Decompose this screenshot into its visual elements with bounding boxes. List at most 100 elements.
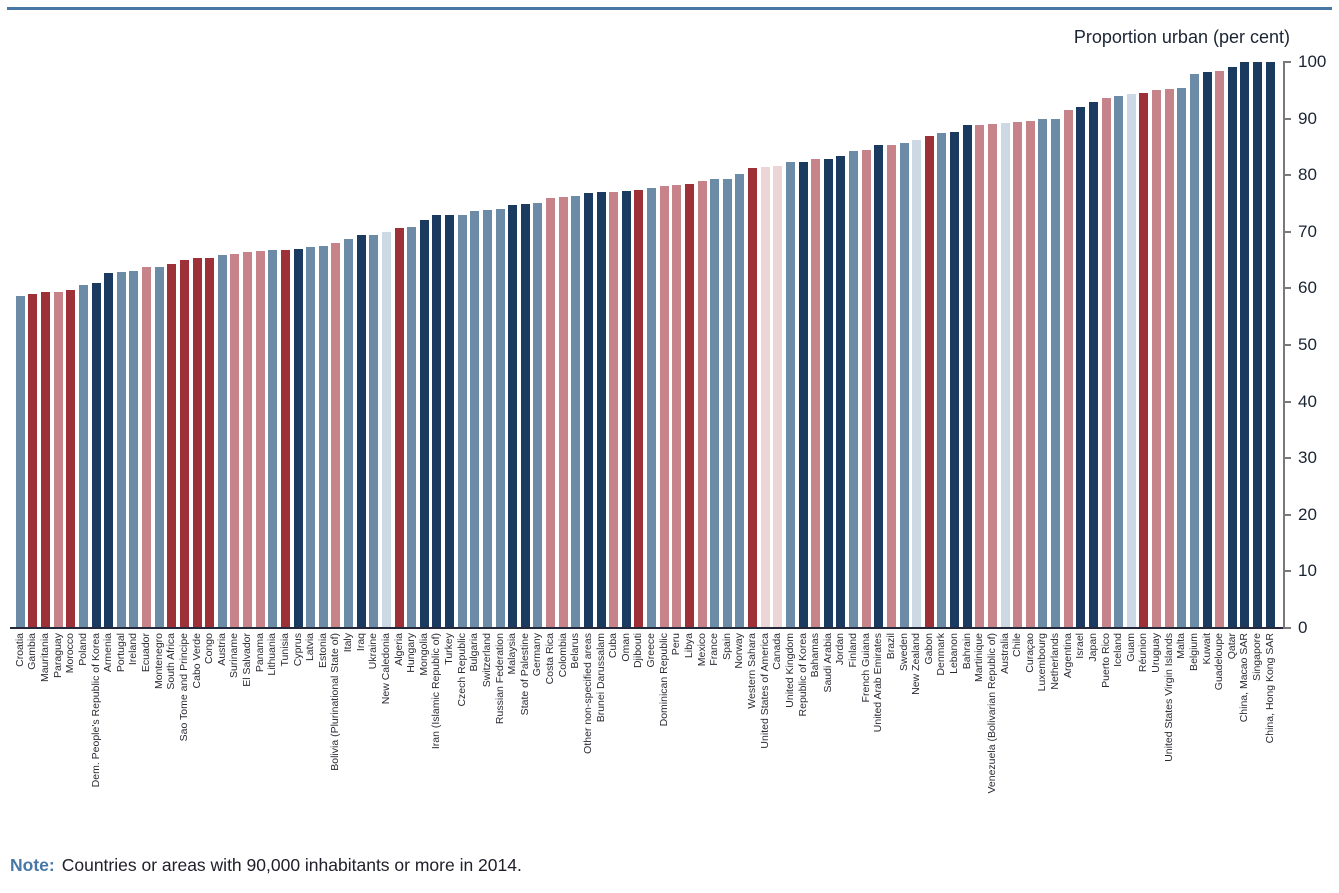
bar [1265, 62, 1275, 628]
bar-column [1264, 62, 1277, 628]
x-label: Malta [1175, 633, 1188, 659]
y-tick-label: 10 [1298, 561, 1317, 581]
bar-column [1226, 62, 1239, 628]
y-tick: 40 [1283, 392, 1317, 412]
bar-column [65, 62, 78, 628]
x-label-cell: Czech Republic [456, 633, 469, 883]
bar-column [784, 62, 797, 628]
bar-column [696, 62, 709, 628]
bar [129, 271, 139, 628]
bar-column [368, 62, 381, 628]
x-label: Belarus [569, 633, 582, 669]
x-label: Panama [253, 633, 266, 673]
x-label: Other non-specified areas [581, 633, 594, 754]
x-label: Réunion [1137, 633, 1150, 673]
x-label: Lebanon [948, 633, 961, 674]
bar [1076, 106, 1086, 628]
bar [836, 155, 846, 628]
x-label-cell: Cyprus [292, 633, 305, 883]
x-label: Republic of Korea [796, 633, 809, 717]
x-label-cell: Gambia [26, 633, 40, 883]
x-label-cell: Germany [531, 633, 545, 883]
x-label: Argentina [1061, 633, 1074, 678]
x-label: Malaysia [506, 633, 519, 675]
x-label-cell: Denmark [935, 633, 949, 883]
bar [445, 214, 455, 628]
bar [924, 136, 934, 628]
bar [369, 234, 379, 628]
bar [1202, 71, 1212, 628]
x-label: Kuwait [1200, 633, 1213, 665]
x-label: Guam [1124, 633, 1137, 662]
bar [684, 184, 694, 628]
x-label: Russian Federation [493, 633, 506, 725]
x-label: Tunisia [278, 633, 291, 667]
x-label: Latvia [304, 633, 317, 662]
x-label-cell: Bolivia (Plurinational State of) [329, 633, 343, 883]
bar [950, 131, 960, 628]
note-text: Countries or areas with 90,000 inhabitan… [61, 855, 522, 875]
x-label-cell: Gabon [923, 633, 936, 883]
bar-column [1163, 62, 1176, 628]
x-label: Bahamas [809, 633, 822, 678]
x-label-cell: Montenegro [153, 633, 166, 883]
x-label: Paraguay [51, 633, 64, 678]
x-label: Suriname [228, 633, 241, 678]
x-label: Austria [215, 633, 228, 666]
y-tick-mark [1283, 117, 1291, 120]
x-label-cell: Panama [254, 633, 267, 883]
x-label: Morocco [64, 633, 77, 674]
x-label: Cyprus [291, 633, 304, 667]
x-label: China, Macao SAR [1238, 633, 1251, 723]
x-label-cell: Ecuador [140, 633, 153, 883]
x-label-cell: Croatia [14, 633, 27, 883]
y-tick-mark [1283, 400, 1291, 403]
bar [596, 192, 606, 628]
bar-column [759, 62, 772, 628]
x-label-cell: Malta [1175, 633, 1189, 883]
bar [571, 196, 581, 628]
bar-column [77, 62, 90, 628]
bar [41, 292, 51, 628]
bar [1240, 62, 1250, 628]
x-label: Greece [645, 633, 658, 668]
y-tick-label: 60 [1298, 278, 1317, 298]
x-label-cell: Australia [999, 633, 1012, 883]
bar-column [494, 62, 507, 628]
bar [1253, 62, 1263, 628]
y-tick-mark [1283, 230, 1291, 233]
top-rule-divider [7, 7, 1332, 10]
bar-column [860, 62, 873, 628]
bar-column [532, 62, 545, 628]
x-label-cell: El Salvador [241, 633, 254, 883]
x-label-cell: Brazil [885, 633, 898, 883]
y-tick: 100 [1283, 52, 1326, 72]
x-label: Singapore [1251, 633, 1264, 681]
bar [1215, 71, 1225, 628]
y-axis: 0 10 20 30 40 50 60 70 80 90 100 [1283, 52, 1339, 637]
bar-column [847, 62, 860, 628]
x-label: Saudi Arabia [821, 633, 834, 693]
y-tick: 0 [1283, 618, 1307, 638]
x-label: Venezuela (Bolivarian Republic of) [985, 633, 998, 794]
bar [583, 192, 593, 628]
bar-column [683, 62, 696, 628]
bar [78, 285, 88, 628]
bar-column [254, 62, 267, 628]
x-label-cell: Argentina [1062, 633, 1075, 883]
bar [344, 238, 354, 628]
x-label: Mauritania [39, 633, 52, 683]
bar [255, 251, 265, 628]
x-label: Israel [1074, 633, 1087, 659]
x-label: Croatia [13, 633, 26, 667]
bar [116, 272, 126, 628]
x-label-cell: Iraq [355, 633, 368, 883]
x-label-cell: Peru [670, 633, 684, 883]
x-label: United States Virgin Islands [1162, 633, 1175, 762]
bar [823, 158, 833, 628]
bar-column [708, 62, 721, 628]
bar-column [1075, 62, 1088, 628]
x-label: Algeria [392, 633, 405, 666]
bar-column [645, 62, 658, 628]
